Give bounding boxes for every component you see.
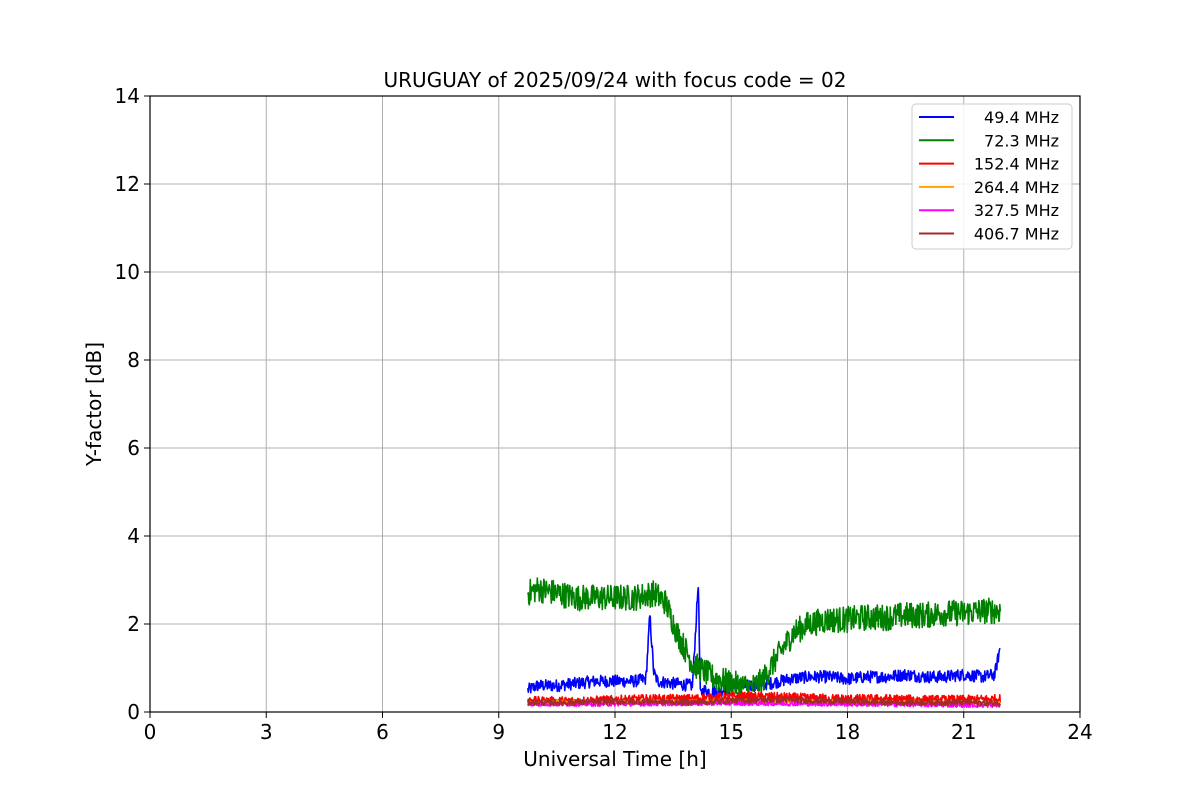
series-line-1 <box>527 577 1002 701</box>
y-tick-label: 2 <box>127 612 140 636</box>
x-axis-label: Universal Time [h] <box>523 747 706 771</box>
legend-label: 49.4 MHz <box>984 108 1059 127</box>
y-tick-label: 4 <box>127 524 140 548</box>
legend-label: 264.4 MHz <box>974 178 1059 197</box>
legend: 49.4 MHz 72.3 MHz 152.4 MHz 264.4 MHz 327.5… <box>911 103 1073 250</box>
y-tick-label: 12 <box>115 172 140 196</box>
series-line-5 <box>527 696 1002 708</box>
legend-label: 152.4 MHz <box>974 155 1059 174</box>
series-layer <box>527 577 1002 709</box>
legend-label: 406.7 MHz <box>974 225 1059 244</box>
chart-title: URUGUAY of 2025/09/24 with focus code = … <box>384 68 847 92</box>
x-tick-label: 3 <box>260 720 273 744</box>
x-tick-label: 6 <box>376 720 389 744</box>
y-tick-label: 6 <box>127 436 140 460</box>
x-tick-label: 12 <box>602 720 627 744</box>
x-tick-label: 21 <box>951 720 976 744</box>
x-tick-label: 0 <box>144 720 157 744</box>
y-tick-label: 10 <box>115 260 140 284</box>
x-tick-label: 18 <box>835 720 860 744</box>
y-tick-label: 0 <box>127 700 140 724</box>
y-tick-label: 8 <box>127 348 140 372</box>
x-tick-label: 9 <box>492 720 505 744</box>
y-tick-label: 14 <box>115 84 140 108</box>
legend-label: 72.3 MHz <box>984 131 1059 150</box>
y-axis-label: Y-factor [dB] <box>82 342 106 467</box>
x-tick-label: 24 <box>1067 720 1092 744</box>
x-tick-label: 15 <box>719 720 744 744</box>
legend-label: 327.5 MHz <box>974 201 1059 220</box>
